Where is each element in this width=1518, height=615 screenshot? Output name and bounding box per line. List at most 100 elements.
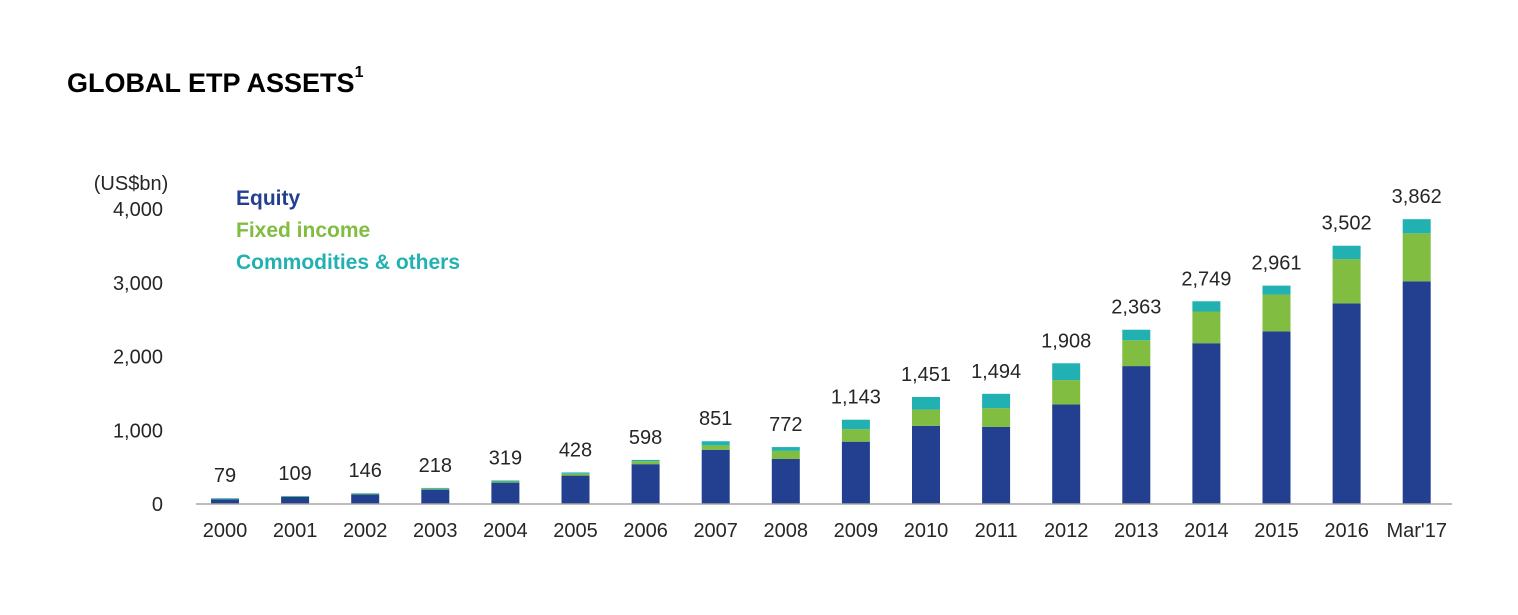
x-tick-label: 2015 — [1254, 520, 1299, 542]
legend-entry: Equity — [236, 187, 300, 210]
bar-segment-equity — [351, 494, 380, 504]
x-tick-label: 2016 — [1324, 520, 1369, 542]
bar-segment-fixed-income — [841, 429, 870, 442]
y-tick-label: 3,000 — [113, 273, 163, 295]
x-tick-label: 2013 — [1114, 520, 1159, 542]
bar-segment-commodities-others — [1122, 329, 1151, 341]
bar-segment-equity — [561, 475, 590, 504]
bar-segment-commodities-others — [421, 487, 450, 489]
bar-segment-fixed-income — [631, 461, 660, 465]
bar-segment-commodities-others — [912, 396, 940, 410]
x-tick-label: 2008 — [764, 520, 809, 542]
title-footnote: 1 — [354, 64, 364, 81]
bar-total-label: 1,908 — [1041, 330, 1091, 352]
bar-total-label: 79 — [214, 465, 236, 487]
bar-segment-fixed-income — [1262, 294, 1291, 332]
x-tick-label: 2001 — [273, 520, 318, 542]
bar-segment-fixed-income — [421, 488, 450, 490]
bar-segment-commodities-others — [1052, 363, 1081, 381]
bar-segment-commodities-others — [631, 459, 660, 462]
legend-entry: Fixed income — [236, 219, 370, 242]
bar-segment-commodities-others — [982, 393, 1011, 409]
bar-segment-commodities-others — [1192, 301, 1221, 312]
bar-total-label: 3,862 — [1392, 186, 1442, 208]
bar-segment-equity — [1122, 366, 1151, 504]
y-tick-label: 4,000 — [113, 199, 163, 221]
x-tick-label: 2012 — [1044, 520, 1089, 542]
bar-segment-fixed-income — [1402, 233, 1431, 282]
x-tick-label: 2007 — [693, 520, 738, 542]
bar-segment-equity — [421, 489, 450, 504]
bar-segment-equity — [771, 459, 800, 504]
bar-segment-commodities-others — [1402, 219, 1431, 234]
bar-segment-equity — [491, 482, 520, 504]
bar-segment-equity — [841, 441, 870, 504]
bar-segment-commodities-others — [771, 447, 800, 451]
bar-segment-fixed-income — [912, 409, 940, 426]
bar-total-label: 2,749 — [1181, 268, 1231, 290]
bar-segment-fixed-income — [491, 481, 520, 483]
bar-segment-fixed-income — [1052, 380, 1081, 405]
bar-total-label: 1,143 — [831, 387, 881, 409]
bar-segment-equity — [281, 496, 310, 504]
x-tick-label: Mar'17 — [1386, 520, 1447, 542]
legend-entry: Commodities & others — [236, 251, 460, 274]
x-tick-label: 2010 — [904, 520, 949, 542]
bar-segment-fixed-income — [1122, 340, 1151, 367]
bar-segment-commodities-others — [281, 495, 310, 497]
bar-segment-equity — [982, 426, 1011, 504]
bar-segment-equity — [701, 449, 730, 504]
bar-total-label: 598 — [629, 427, 662, 449]
x-tick-label: 2009 — [834, 520, 879, 542]
bar-segment-fixed-income — [561, 473, 590, 476]
x-tick-label: 2002 — [343, 520, 388, 542]
bar-segment-equity — [631, 464, 660, 504]
bar-total-label: 428 — [559, 439, 592, 461]
x-tick-label: 2006 — [623, 520, 668, 542]
bar-segment-equity — [1262, 331, 1291, 504]
y-tick-label: 1,000 — [113, 420, 163, 442]
bar-segment-fixed-income — [701, 445, 730, 450]
bar-segment-fixed-income — [982, 408, 1011, 427]
x-tick-label: 2004 — [483, 520, 528, 542]
bar-segment-commodities-others — [1332, 245, 1361, 260]
bar-segment-commodities-others — [561, 472, 590, 474]
x-tick-label: 2005 — [553, 520, 598, 542]
bar-total-label: 851 — [699, 408, 732, 430]
bar-segment-commodities-others — [351, 493, 380, 494]
bar-segment-fixed-income — [1332, 259, 1361, 304]
bar-total-label: 146 — [349, 460, 382, 482]
bar-total-label: 1,451 — [901, 364, 951, 386]
bar-segment-equity — [1052, 404, 1081, 504]
bar-segment-equity — [211, 499, 239, 504]
bar-total-label: 218 — [419, 455, 452, 477]
y-axis-unit: (US$bn) — [94, 173, 168, 195]
bar-total-label: 2,961 — [1251, 253, 1301, 275]
x-tick-label: 2003 — [413, 520, 458, 542]
bar-total-label: 109 — [278, 463, 311, 485]
x-tick-label: 2011 — [975, 520, 1018, 542]
bar-segment-commodities-others — [491, 480, 520, 482]
bar-segment-commodities-others — [701, 441, 730, 446]
bar-segment-fixed-income — [351, 493, 380, 495]
y-tick-label: 2,000 — [113, 347, 163, 369]
bar-segment-equity — [1192, 343, 1221, 504]
chart-title: GLOBAL ETP ASSETS1 — [67, 64, 364, 98]
bar-total-label: 2,363 — [1111, 297, 1161, 319]
bar-segment-fixed-income — [771, 450, 800, 460]
bar-segment-equity — [1402, 281, 1431, 504]
bar-segment-commodities-others — [841, 419, 870, 430]
y-tick-label: 0 — [152, 494, 163, 516]
bar-segment-equity — [1332, 303, 1361, 504]
bar-segment-commodities-others — [1262, 285, 1291, 295]
bar-total-label: 3,502 — [1322, 213, 1372, 235]
bar-segment-equity — [912, 425, 940, 504]
bar-segment-commodities-others — [211, 498, 239, 499]
bar-segment-fixed-income — [1192, 311, 1221, 344]
bar-total-label: 772 — [769, 414, 802, 436]
x-tick-label: 2000 — [203, 520, 248, 542]
x-tick-label: 2014 — [1184, 520, 1229, 542]
bar-total-label: 1,494 — [971, 361, 1021, 383]
bar-total-label: 319 — [489, 447, 522, 469]
